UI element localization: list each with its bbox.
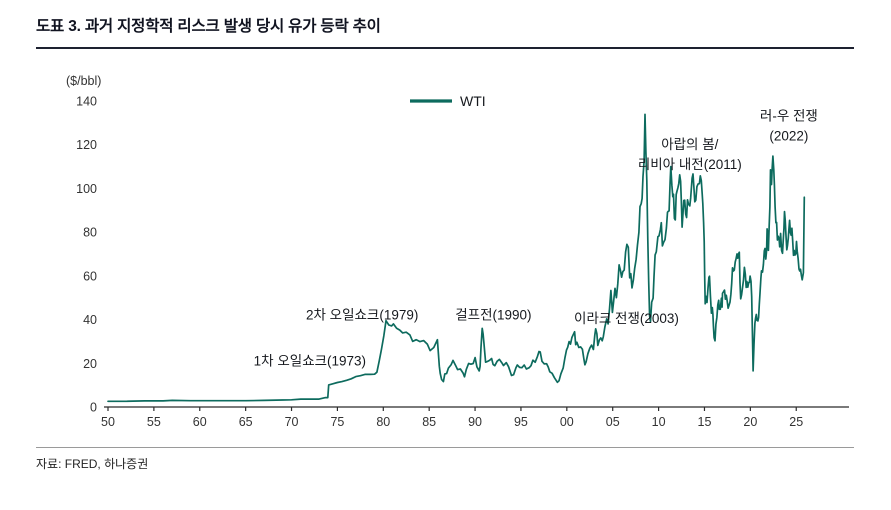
chart-title: 도표 3. 과거 지정학적 리스크 발생 당시 유가 등락 추이: [36, 18, 381, 35]
report-page: 도표 3. 과거 지정학적 리스크 발생 당시 유가 등락 추이 ($/bbl)…: [0, 14, 891, 510]
x-tick-label: 50: [101, 415, 115, 429]
y-tick-label: 120: [76, 138, 97, 152]
event-annotation: 러-우 전쟁: [760, 109, 818, 124]
x-tick-label: 75: [330, 415, 344, 429]
y-axis-unit-label: ($/bbl): [66, 74, 101, 88]
source-note: 자료: FRED, 하나증권: [36, 457, 149, 471]
y-tick-label: 140: [76, 95, 97, 109]
event-annotation: 아랍의 봄/: [661, 137, 718, 152]
chart-header: 도표 3. 과거 지정학적 리스크 발생 당시 유가 등락 추이: [36, 14, 854, 49]
y-tick-label: 80: [83, 226, 97, 240]
y-tick-label: 20: [83, 357, 97, 371]
x-tick-label: 90: [468, 415, 482, 429]
y-tick-label: 40: [83, 313, 97, 327]
x-tick-label: 10: [652, 415, 666, 429]
x-tick-label: 85: [422, 415, 436, 429]
event-annotation: 이라크 전쟁(2003): [574, 311, 679, 326]
y-tick-label: 60: [83, 269, 97, 283]
y-tick-label: 0: [90, 401, 97, 415]
y-tick-label: 100: [76, 182, 97, 196]
x-tick-label: 05: [606, 415, 620, 429]
x-tick-label: 15: [698, 415, 712, 429]
event-annotation: 1차 오일쇼크(1973): [254, 353, 366, 368]
x-tick-label: 00: [560, 415, 574, 429]
event-annotation: 리비아 내전(2011): [638, 157, 742, 172]
x-tick-label: 70: [285, 415, 299, 429]
x-tick-label: 20: [743, 415, 757, 429]
event-annotation: (2022): [769, 129, 808, 144]
chart-footer: 자료: FRED, 하나증권: [36, 447, 854, 472]
legend-label-wti: WTI: [460, 93, 486, 109]
x-tick-label: 80: [376, 415, 390, 429]
event-annotation: 2차 오일쇼크(1979): [306, 308, 418, 323]
x-tick-label: 25: [789, 415, 803, 429]
x-tick-label: 65: [239, 415, 253, 429]
wti-price-line: [107, 113, 806, 403]
x-tick-label: 95: [514, 415, 528, 429]
chart-area: ($/bbl) 0 20 40 60 80 100 120 140 50 55 60 65 70 75 80 8…: [0, 49, 891, 447]
wti-line-chart: ($/bbl) 0 20 40 60 80 100 120 140 50 55 60 65 70 75 80 8…: [66, 74, 849, 429]
x-tick-label: 55: [147, 415, 161, 429]
x-tick-label: 60: [193, 415, 207, 429]
event-annotation: 걸프전(1990): [455, 308, 531, 323]
